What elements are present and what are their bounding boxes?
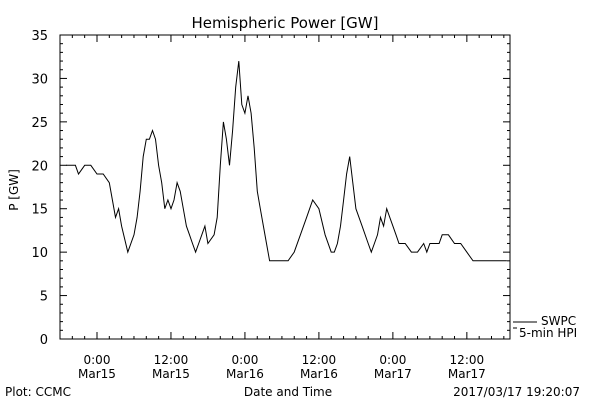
plot-frame [59,34,511,340]
y-tick-label: 25 [31,116,48,131]
y-axis-label: P [GW] [7,169,21,211]
legend: SWPC 5-min HPI [513,314,577,340]
footer-right: 2017/03/17 19:20:07 [453,385,580,399]
y-tick-label: 35 [31,29,48,44]
y-tick-label: 30 [31,72,48,87]
legend-label-hpi: 5-min HPI [519,326,577,340]
series-line-0 [66,61,507,262]
x-tick-time-label: 12:00 [302,353,337,367]
y-tick-label: 20 [31,159,48,174]
legend-label-swpc: SWPC [541,314,576,328]
x-tick-time-label: 12:00 [450,353,485,367]
plot-area: 051015202530350:00Mar1512:00Mar150:00Mar… [31,29,511,381]
x-tick-time-label: 12:00 [154,353,189,367]
x-tick-time-label: 0:00 [231,353,258,367]
y-tick-label: 10 [31,246,48,261]
y-tick-label: 5 [40,290,48,305]
x-tick-date-label: Mar16 [300,367,338,381]
x-tick-date-label: Mar15 [78,367,116,381]
x-tick-date-label: Mar17 [448,367,486,381]
x-tick-date-label: Mar16 [226,367,264,381]
x-tick-time-label: 0:00 [84,353,111,367]
x-axis-label: Date and Time [244,385,332,399]
footer-left: Plot: CCMC [5,385,71,399]
y-tick-label: 15 [31,203,48,218]
chart-title: Hemispheric Power [GW] [192,14,379,32]
x-tick-date-label: Mar17 [374,367,412,381]
y-tick-label: 0 [40,333,48,348]
x-tick-date-label: Mar15 [152,367,190,381]
x-tick-time-label: 0:00 [379,353,406,367]
